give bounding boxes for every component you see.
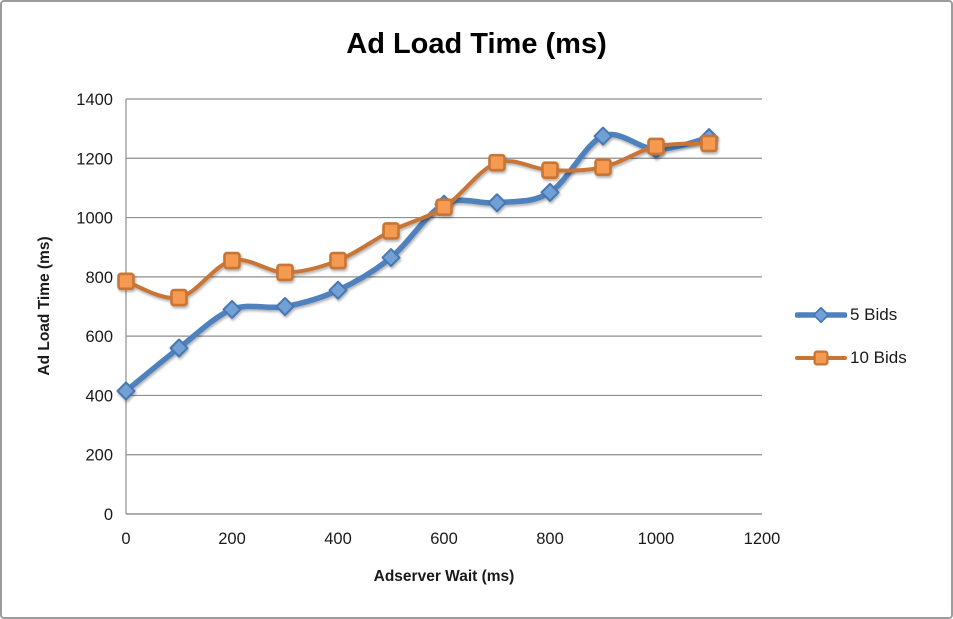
svg-text:400: 400	[324, 530, 352, 548]
legend-label: 10 Bids	[850, 348, 907, 367]
gridlines	[126, 98, 762, 515]
svg-text:800: 800	[85, 269, 113, 287]
legend-marker-10-bids	[795, 350, 847, 366]
svg-text:200: 200	[218, 530, 246, 548]
axis-lines	[125, 99, 762, 515]
svg-text:1200: 1200	[76, 150, 113, 168]
chart-title: Ad Load Time (ms)	[346, 28, 607, 60]
svg-text:800: 800	[536, 530, 564, 548]
legend-item-5-bids: 5 Bids	[795, 305, 907, 325]
svg-text:1200: 1200	[744, 530, 781, 548]
svg-text:1000: 1000	[638, 530, 675, 548]
svg-text:0: 0	[104, 506, 113, 524]
svg-text:0: 0	[121, 530, 130, 548]
y-axis-title: Ad Load Time (ms)	[36, 236, 53, 375]
data-series	[116, 126, 719, 401]
legend-item-10-bids: 10 Bids	[795, 348, 907, 368]
series-10-bids	[117, 134, 718, 307]
svg-text:200: 200	[85, 447, 113, 465]
legend-label: 5 Bids	[850, 305, 898, 324]
legend-marker-5-bids	[795, 306, 847, 324]
svg-text:600: 600	[430, 530, 458, 548]
svg-text:400: 400	[85, 387, 113, 405]
tick-labels: 0 200 400 600 800 1000 1200 1400 0 200 400 600 800 10…	[76, 91, 780, 548]
x-axis-title: Adserver Wait (ms)	[374, 568, 515, 585]
svg-text:1400: 1400	[76, 91, 113, 109]
svg-text:1000: 1000	[76, 210, 113, 228]
svg-text:600: 600	[85, 328, 113, 346]
series-5-bids	[116, 126, 719, 401]
chart-legend: 5 Bids 10 Bids	[795, 305, 907, 391]
